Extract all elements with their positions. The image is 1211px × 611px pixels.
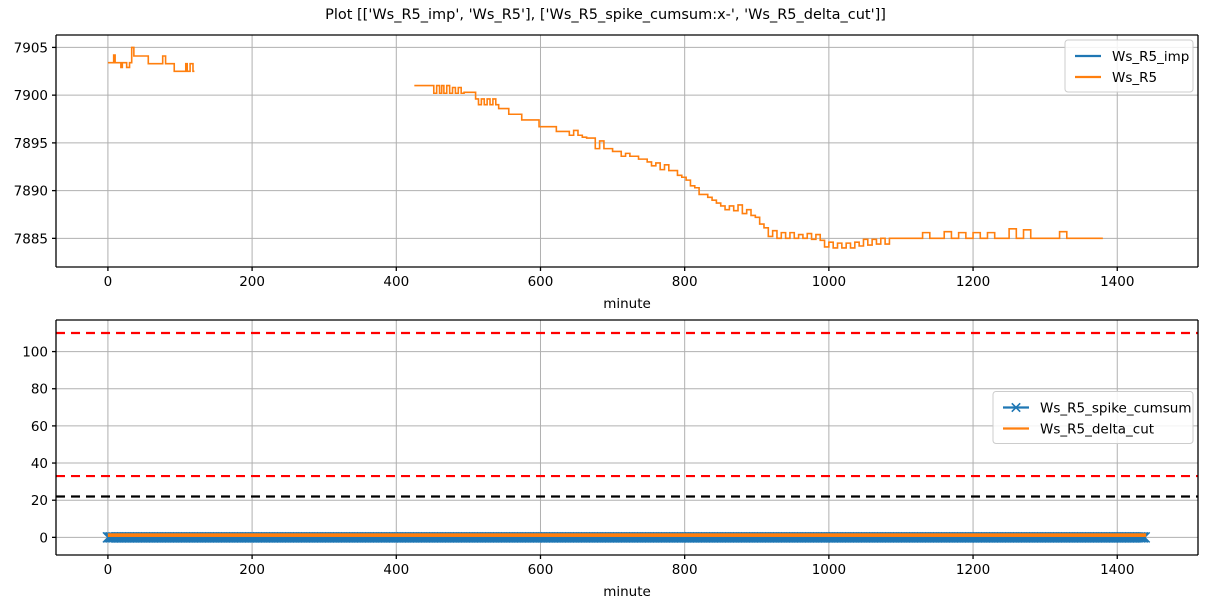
ytick-label: 7895 [14, 136, 48, 152]
top-axes-legend: Ws_R5_imp Ws_R5 [1064, 39, 1194, 93]
xtick-label: 200 [239, 562, 265, 578]
xtick-label: 400 [383, 562, 409, 578]
ytick-label: 0 [39, 530, 48, 546]
xtick-label: 1400 [1100, 562, 1134, 578]
ytick-label: 7890 [14, 184, 48, 200]
legend-label: Ws_R5_spike_cumsum [1040, 401, 1191, 417]
xtick-label: 1400 [1100, 274, 1134, 290]
legend-x-marker [1011, 402, 1021, 413]
ytick-label: 20 [31, 493, 48, 509]
series-Ws_R5 [414, 84, 1103, 249]
xtick-label: 600 [528, 562, 554, 578]
xaxis-label: minute [603, 584, 651, 600]
xtick-label: 800 [672, 274, 698, 290]
xtick-label: 200 [239, 274, 265, 290]
bottom-axes-group: 0 200 400 600 800 1000 1200 1400 0 20 40 60 80 100 min… [22, 319, 1199, 600]
ytick-label: 40 [31, 456, 48, 472]
ytick-label: 7900 [14, 88, 48, 104]
xtick-label: 1200 [956, 562, 990, 578]
xaxis-label: minute [603, 296, 651, 312]
ytick-label: 7885 [14, 231, 48, 247]
legend-label: Ws_R5 [1112, 70, 1157, 86]
xtick-label: 1200 [956, 274, 990, 290]
xtick-label: 1000 [812, 274, 846, 290]
xtick-label: 600 [528, 274, 554, 290]
xtick-label: 400 [383, 274, 409, 290]
ytick-label: 60 [31, 419, 48, 435]
xtick-label: 0 [104, 274, 113, 290]
ytick-label: 7905 [14, 40, 48, 56]
figure-title: Plot [['Ws_R5_imp', 'Ws_R5'], ['Ws_R5_sp… [325, 7, 886, 23]
top-axes-group: 0 200 400 600 800 1000 1200 1400 7885 7890 7895 790… [14, 34, 1199, 312]
xtick-label: 800 [672, 562, 698, 578]
xtick-label: 0 [104, 562, 113, 578]
ytick-label: 100 [22, 345, 48, 361]
legend-box [992, 391, 1194, 444]
bottom-axes-legend: Ws_R5_spike_cumsum Ws_R5_delta_cut [992, 391, 1194, 444]
ytick-label: 80 [31, 382, 48, 398]
series-Ws_R5 [107, 46, 195, 73]
legend-label: Ws_R5_imp [1112, 49, 1189, 65]
xtick-label: 1000 [812, 562, 846, 578]
legend-label: Ws_R5_delta_cut [1040, 422, 1154, 438]
legend-box [1064, 39, 1194, 93]
